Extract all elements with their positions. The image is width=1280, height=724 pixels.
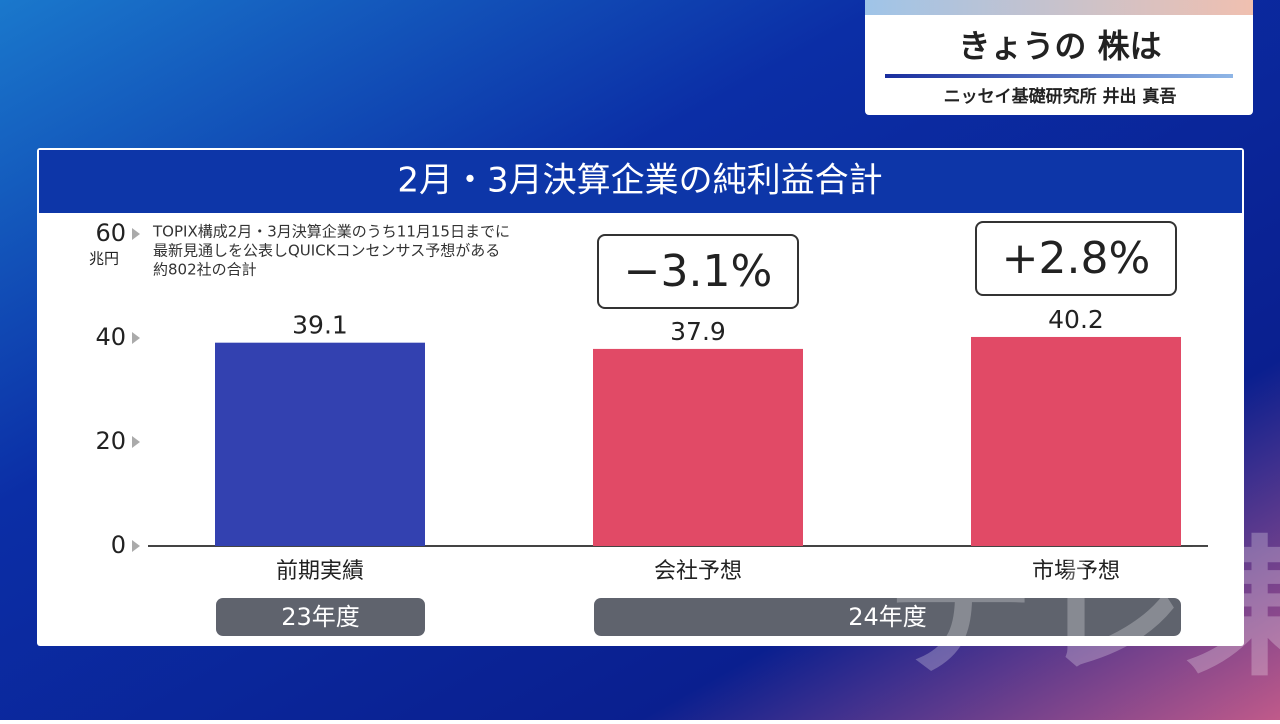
y-tick-mark bbox=[132, 228, 140, 240]
bar bbox=[971, 336, 1181, 546]
group-pill bbox=[216, 598, 425, 636]
group-label: 23年度 bbox=[281, 603, 360, 631]
header-subtitle: ニッセイ基礎研究所 井出 真吾 bbox=[944, 86, 1177, 107]
y-tick-label: 60 bbox=[95, 219, 126, 247]
x-tick-label: 前期実績 bbox=[276, 559, 364, 584]
bar bbox=[215, 342, 425, 546]
header-strip bbox=[865, 0, 1253, 15]
change-label: +2.8% bbox=[1002, 233, 1151, 284]
bar bbox=[593, 348, 803, 546]
y-unit: 兆円 bbox=[89, 250, 119, 268]
title-bar bbox=[39, 150, 1242, 213]
note-line: TOPIX構成2月・3月決算企業のうち11月15日までに bbox=[152, 223, 510, 241]
value-label: 37.9 bbox=[670, 317, 726, 346]
group-pill bbox=[594, 598, 1181, 636]
note-line: 約802社の合計 bbox=[153, 261, 257, 279]
change-box bbox=[975, 221, 1177, 296]
y-tick-label: 20 bbox=[95, 427, 126, 455]
y-tick-mark bbox=[132, 332, 140, 344]
x-tick-label: 会社予想 bbox=[654, 559, 742, 584]
change-label: −3.1% bbox=[624, 246, 773, 297]
x-tick-label: 市場予想 bbox=[1032, 559, 1120, 584]
y-tick-mark bbox=[132, 540, 140, 552]
y-tick-label: 40 bbox=[95, 323, 126, 351]
group-label: 24年度 bbox=[848, 603, 927, 631]
change-box bbox=[597, 234, 799, 309]
y-tick-mark bbox=[132, 436, 140, 448]
note-line: 最新見通しを公表しQUICKコンセンサス予想がある bbox=[153, 242, 500, 260]
header-title: きょうの 株は bbox=[958, 27, 1161, 65]
header-card bbox=[865, 0, 1253, 115]
chart-title: 2月・3月決算企業の純利益合計 bbox=[397, 161, 882, 201]
watermark: テレ東 bbox=[885, 523, 1280, 697]
header-underline bbox=[885, 74, 1233, 78]
value-label: 39.1 bbox=[292, 311, 348, 340]
value-label: 40.2 bbox=[1048, 305, 1104, 334]
y-tick-label: 0 bbox=[111, 531, 126, 559]
